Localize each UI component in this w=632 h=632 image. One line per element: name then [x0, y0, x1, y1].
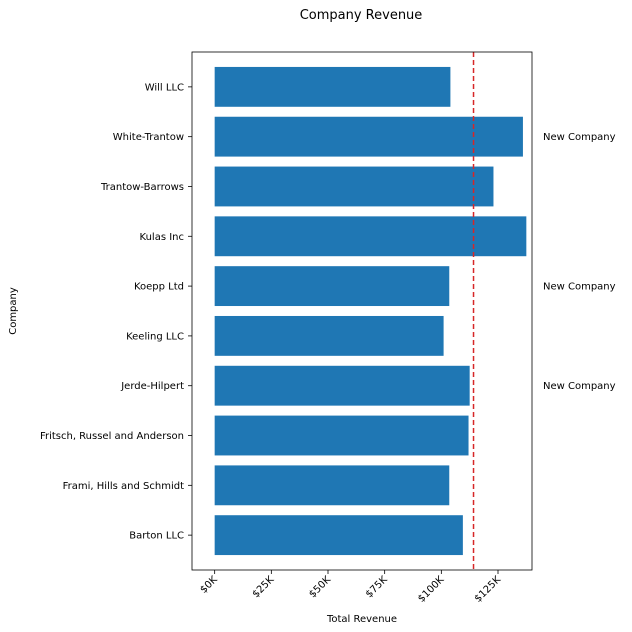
bar	[214, 465, 450, 506]
y-tick-label: Koepp Ltd	[134, 282, 184, 293]
x-tick-label: $50K	[307, 574, 333, 600]
x-tick-label: $125K	[473, 574, 504, 605]
bar	[214, 266, 450, 307]
bar	[214, 515, 463, 556]
y-tick-label: Kulas Inc	[140, 232, 184, 243]
plot-frame	[191, 51, 533, 571]
annotation-label: New Company	[543, 132, 616, 143]
x-axis-label: Total Revenue	[326, 614, 397, 625]
x-tick-label: $25K	[251, 574, 277, 600]
x-tick-label: $75K	[364, 574, 390, 600]
bar	[214, 365, 470, 406]
bar	[214, 415, 469, 456]
annotation-label: New Company	[543, 282, 616, 293]
plot-area	[214, 52, 527, 570]
bar	[214, 216, 527, 257]
y-tick-label: Frami, Hills and Schmidt	[63, 481, 184, 492]
x-tick-label: $0K	[198, 574, 220, 596]
x-tick-label: $100K	[416, 574, 447, 605]
bar	[214, 66, 451, 107]
y-tick-label: White-Trantow	[113, 132, 184, 143]
y-tick-label: Will LLC	[145, 82, 184, 93]
y-tick-label: Barton LLC	[129, 531, 184, 542]
annotation-label: New Company	[543, 381, 616, 392]
y-axis-label: Company	[8, 287, 19, 335]
y-tick-label: Jerde-Hilpert	[120, 381, 184, 392]
y-tick-label: Fritsch, Russel and Anderson	[40, 431, 184, 442]
bar	[214, 315, 444, 356]
y-tick-label: Keeling LLC	[126, 331, 184, 342]
annotations: New Company New Company New Company	[543, 132, 616, 392]
y-tick-label: Trantow-Barrows	[100, 182, 184, 193]
chart-title: Company Revenue	[300, 8, 423, 23]
bar	[214, 116, 523, 157]
bar	[214, 166, 494, 207]
